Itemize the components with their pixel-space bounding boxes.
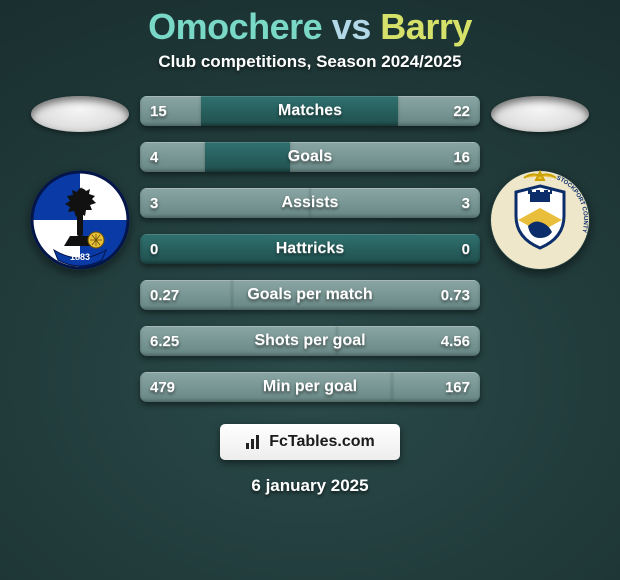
title-vs: vs (332, 6, 371, 47)
brand-text: FcTables.com (269, 433, 375, 451)
brand-badge: FcTables.com (220, 424, 400, 460)
stat-label: Goals per match (140, 280, 480, 310)
barchart-icon (245, 433, 263, 451)
stat-label: Assists (140, 188, 480, 218)
stat-bars: 1522Matches 416Goals 33Assists 00Hattricks 0… (140, 96, 480, 402)
player1-club-crest: 1883 (30, 170, 130, 270)
svg-text:1883: 1883 (70, 252, 90, 262)
crest-bristol-rovers-icon: 1883 (30, 170, 130, 270)
stat-label: Shots per goal (140, 326, 480, 356)
stat-label: Hattricks (140, 234, 480, 264)
player2-club-crest: STOCKPORT COUNTY (490, 170, 590, 270)
crest-stockport-icon: STOCKPORT COUNTY (490, 170, 590, 270)
player2-name: Barry (380, 6, 472, 47)
stat-label: Matches (140, 96, 480, 126)
stat-row: 0.270.73Goals per match (140, 280, 480, 310)
date-text: 6 january 2025 (0, 476, 620, 496)
content-columns: 1883 1522Matches 416Goals 33Assists 00Hattr… (0, 96, 620, 402)
stat-label: Min per goal (140, 372, 480, 402)
stat-row: 00Hattricks (140, 234, 480, 264)
right-column: STOCKPORT COUNTY (480, 96, 600, 270)
stat-label: Goals (140, 142, 480, 172)
player1-photo-placeholder (31, 96, 129, 132)
stat-row: 416Goals (140, 142, 480, 172)
stat-row: 6.254.56Shots per goal (140, 326, 480, 356)
player2-photo-placeholder (491, 96, 589, 132)
player1-name: Omochere (148, 6, 322, 47)
stat-row: 33Assists (140, 188, 480, 218)
left-column: 1883 (20, 96, 140, 270)
subtitle: Club competitions, Season 2024/2025 (0, 52, 620, 72)
comparison-title: Omochere vs Barry (0, 0, 620, 48)
stat-row: 1522Matches (140, 96, 480, 126)
stat-row: 479167Min per goal (140, 372, 480, 402)
